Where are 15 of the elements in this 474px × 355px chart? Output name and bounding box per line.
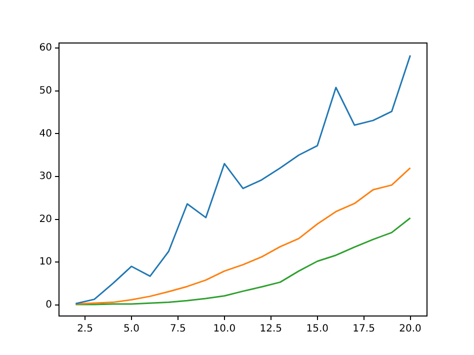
x-tick-label: 7.5 (170, 324, 186, 335)
y-tick-label: 50 (39, 86, 52, 97)
y-tick-label: 10 (39, 256, 52, 268)
y-tick-label: 60 (39, 42, 52, 54)
x-tick-label: 17.5 (352, 324, 375, 335)
x-tick-label: 20.0 (399, 324, 422, 335)
x-tick-label: 5.0 (124, 324, 140, 335)
x-tick-label: 2.5 (77, 324, 93, 335)
y-tick-label: 20 (39, 214, 52, 225)
x-tick-label: 10.0 (213, 324, 236, 335)
y-tick-label: 30 (39, 171, 52, 182)
x-tick-label: 15.0 (306, 324, 328, 335)
y-tick-label: 40 (39, 128, 52, 140)
y-tick-label: 0 (46, 299, 52, 310)
x-tick-label: 12.5 (260, 324, 282, 335)
